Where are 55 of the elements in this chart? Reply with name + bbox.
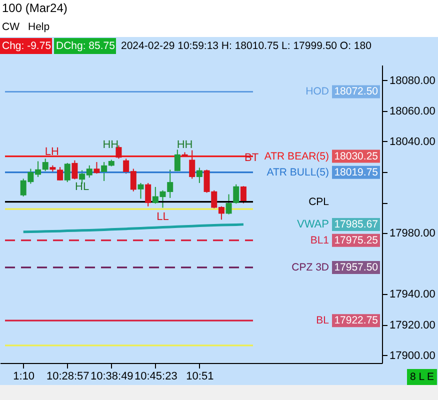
text: Chg: -9.75	[2, 40, 52, 52]
annotation: LH	[44, 146, 60, 158]
text: CW	[2, 21, 20, 33]
x-tick-label: 10:51	[186, 370, 214, 382]
text: 17975.25	[334, 234, 378, 246]
annotation: HL	[75, 181, 90, 193]
legend-label: VWAP	[297, 218, 329, 230]
text: 8 L E	[410, 371, 434, 383]
y-tick-label: 18060.00	[390, 105, 436, 118]
ref-line-label: BL	[316, 314, 330, 327]
text: Help	[28, 21, 50, 33]
ref-line-label: BL1	[310, 234, 330, 246]
y-tick-label: 17940.00	[390, 288, 436, 301]
candlestick	[189, 150, 196, 180]
candlestick	[64, 162, 70, 183]
annotation: HH	[102, 139, 119, 151]
y-tick-label: 17980.00	[390, 228, 436, 240]
x-tick-label: 10:45:23	[134, 370, 178, 382]
candlestick	[42, 158, 48, 172]
ref-line-label: HOD	[306, 86, 330, 98]
x-tick-label: 10:28:57	[46, 370, 90, 382]
text: DChg: 85.75	[56, 40, 116, 52]
text: 18072.50	[334, 86, 378, 98]
text: 17957.50	[334, 261, 378, 274]
candlestick	[72, 160, 78, 180]
annotation: LL	[156, 211, 169, 223]
candlestick	[226, 194, 232, 215]
y-tick-label: 17900.00	[390, 350, 436, 362]
x-tick-label: 1:10	[13, 370, 35, 382]
text: 18030.25	[334, 150, 378, 162]
ref-line-label: CPL	[308, 196, 330, 208]
chart-title: 100 (Mar24)	[2, 1, 68, 15]
text: 17985.67	[334, 218, 378, 230]
candlestick	[138, 182, 144, 200]
ref-line-label: CPZ 3D	[292, 261, 330, 274]
y-tick-label: 18040.00	[390, 136, 436, 148]
annotation: HH	[176, 139, 193, 151]
x-tick-label: 10:38:49	[90, 370, 134, 382]
line-series	[22, 223, 245, 234]
text: 18019.75	[334, 166, 378, 178]
annotation: BT	[244, 152, 259, 164]
candlestick	[145, 182, 152, 207]
candlestick	[233, 184, 240, 204]
y-tick-label: 18080.00	[390, 74, 436, 87]
candlestick	[174, 149, 180, 172]
candlestick	[240, 186, 246, 204]
text: 17922.75	[334, 314, 378, 327]
ref-line-label: ATR BULL(5)	[266, 166, 329, 178]
ref-line-label: ATR BEAR(5)	[264, 150, 329, 162]
y-tick-label: 17920.00	[390, 319, 436, 332]
candlestick	[94, 162, 100, 174]
text: 2024-02-29 10:59:13 H: 18010.75 L: 17999.50 O: 180	[121, 40, 372, 52]
candlestick	[196, 167, 202, 184]
candlestick	[57, 166, 64, 181]
candlestick	[101, 162, 108, 182]
